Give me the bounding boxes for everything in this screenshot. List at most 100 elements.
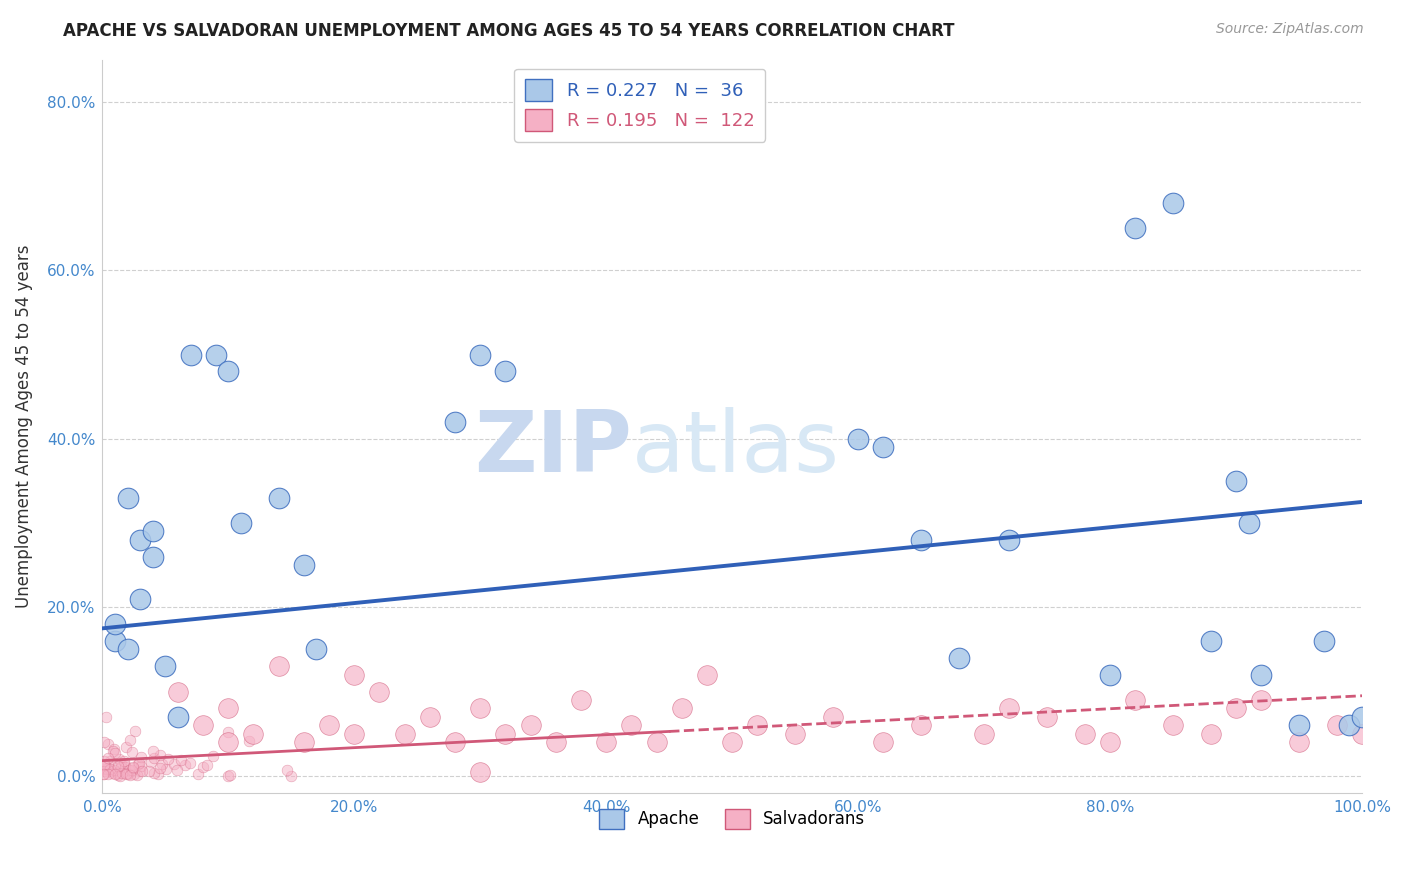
Point — [186, 767, 208, 781]
Point — [167, 684, 190, 698]
Point — [721, 735, 744, 749]
Point — [267, 659, 290, 673]
Point — [104, 746, 127, 760]
Point — [107, 758, 129, 772]
Point — [96, 766, 118, 780]
Point — [122, 767, 145, 781]
Point — [166, 763, 188, 777]
Point — [97, 757, 120, 772]
Point — [117, 642, 139, 657]
Point — [150, 756, 173, 771]
Point — [93, 754, 115, 768]
Point — [117, 763, 139, 777]
Point — [179, 347, 201, 361]
Point — [138, 764, 160, 779]
Point — [1036, 710, 1059, 724]
Point — [872, 440, 894, 454]
Point — [155, 659, 177, 673]
Point — [419, 710, 441, 724]
Point — [1351, 710, 1374, 724]
Point — [167, 710, 190, 724]
Point — [128, 756, 150, 771]
Point — [821, 710, 844, 724]
Point — [143, 750, 166, 764]
Point — [494, 727, 516, 741]
Point — [368, 684, 391, 698]
Point — [242, 727, 264, 741]
Point — [948, 650, 970, 665]
Point — [93, 762, 115, 776]
Point — [101, 764, 124, 779]
Point — [1313, 634, 1336, 648]
Point — [318, 718, 340, 732]
Point — [343, 667, 366, 681]
Point — [1199, 727, 1222, 741]
Point — [193, 760, 215, 774]
Point — [114, 758, 136, 772]
Point — [998, 533, 1021, 547]
Point — [149, 747, 172, 762]
Point — [1351, 727, 1374, 741]
Point — [519, 718, 541, 732]
Point — [96, 710, 118, 724]
Point — [179, 756, 201, 771]
Point — [470, 701, 492, 715]
Point — [105, 766, 128, 780]
Point — [1225, 701, 1247, 715]
Point — [142, 524, 165, 539]
Point — [110, 759, 132, 773]
Point — [292, 558, 315, 573]
Point — [98, 762, 121, 776]
Point — [120, 768, 142, 782]
Point — [973, 727, 995, 741]
Point — [94, 757, 117, 772]
Point — [129, 764, 152, 778]
Point — [217, 769, 239, 783]
Point — [444, 415, 467, 429]
Point — [217, 701, 239, 715]
Point — [544, 735, 567, 749]
Point — [280, 769, 302, 783]
Point — [1123, 693, 1146, 707]
Point — [394, 727, 416, 741]
Point — [93, 767, 115, 781]
Point — [1288, 735, 1310, 749]
Point — [191, 718, 214, 732]
Point — [217, 735, 239, 749]
Point — [1339, 718, 1361, 732]
Point — [121, 745, 143, 759]
Point — [238, 734, 260, 748]
Point — [1123, 221, 1146, 235]
Point — [444, 735, 467, 749]
Point — [170, 753, 193, 767]
Point — [201, 749, 224, 764]
Point — [91, 767, 114, 781]
Point — [129, 591, 152, 606]
Point — [217, 364, 239, 378]
Point — [131, 764, 153, 778]
Point — [104, 617, 127, 632]
Point — [219, 768, 242, 782]
Point — [103, 763, 125, 777]
Point — [910, 533, 932, 547]
Point — [195, 757, 218, 772]
Point — [1250, 693, 1272, 707]
Point — [118, 733, 141, 747]
Y-axis label: Unemployment Among Ages 45 to 54 years: Unemployment Among Ages 45 to 54 years — [15, 244, 32, 607]
Point — [114, 767, 136, 781]
Point — [129, 759, 152, 773]
Point — [93, 757, 115, 772]
Point — [129, 750, 152, 764]
Point — [103, 742, 125, 756]
Text: ZIP: ZIP — [474, 407, 631, 490]
Text: APACHE VS SALVADORAN UNEMPLOYMENT AMONG AGES 45 TO 54 YEARS CORRELATION CHART: APACHE VS SALVADORAN UNEMPLOYMENT AMONG … — [63, 22, 955, 40]
Point — [470, 347, 492, 361]
Point — [146, 767, 169, 781]
Point — [292, 735, 315, 749]
Point — [1099, 667, 1122, 681]
Point — [204, 347, 226, 361]
Point — [149, 761, 172, 775]
Point — [494, 364, 516, 378]
Point — [93, 735, 115, 749]
Point — [110, 769, 132, 783]
